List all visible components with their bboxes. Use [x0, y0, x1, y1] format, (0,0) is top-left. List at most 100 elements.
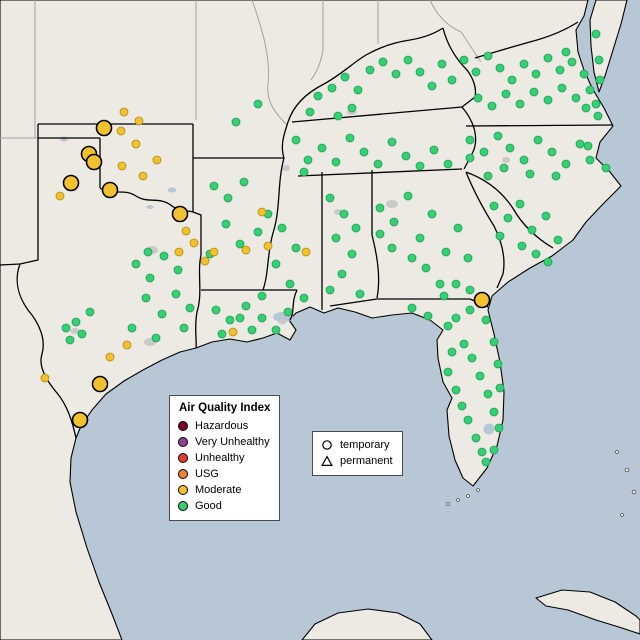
state-borders-gray — [0, 0, 482, 139]
station-good-permanent — [479, 147, 489, 157]
station-good-permanent — [299, 293, 309, 303]
station-moderate-permanent — [209, 247, 219, 257]
station-good-permanent — [159, 251, 169, 261]
station-good-permanent — [209, 181, 219, 191]
station-moderate-temporary-temporary — [171, 205, 189, 223]
station-good-permanent — [439, 291, 449, 301]
station-good-permanent — [127, 323, 137, 333]
station-good-permanent — [347, 103, 357, 113]
station-good-permanent — [579, 69, 589, 79]
station-good-permanent — [443, 321, 453, 331]
station-good-permanent — [231, 117, 241, 127]
station-good-permanent — [331, 157, 341, 167]
station-good-permanent — [465, 285, 475, 295]
station-good-permanent — [85, 307, 95, 317]
aqi-legend-label: Moderate — [195, 484, 242, 496]
station-good-permanent — [373, 159, 383, 169]
station-good-permanent — [471, 433, 481, 443]
station-good-permanent — [253, 227, 263, 237]
station-good-permanent — [151, 333, 161, 343]
station-good-permanent — [471, 67, 481, 77]
station-good-permanent — [515, 99, 525, 109]
good-swatch-icon — [178, 501, 188, 511]
station-moderate-temporary-temporary — [101, 181, 119, 199]
station-good-permanent — [211, 305, 221, 315]
station-good-permanent — [591, 29, 601, 39]
station-good-permanent — [271, 325, 281, 335]
station-good-permanent — [473, 93, 483, 103]
station-good-permanent — [447, 347, 457, 357]
station-moderate-permanent — [40, 373, 50, 383]
station-good-permanent — [347, 249, 357, 259]
delmarva-peninsula — [589, 0, 628, 93]
station-good-permanent — [501, 89, 511, 99]
station-moderate-permanent — [134, 116, 144, 126]
station-good-permanent — [389, 217, 399, 227]
station-good-permanent — [247, 325, 257, 335]
station-good-permanent — [489, 201, 499, 211]
aqi-legend-label: Good — [195, 500, 222, 512]
station-good-permanent — [495, 63, 505, 73]
station-good-permanent — [257, 313, 267, 323]
station-good-permanent — [407, 253, 417, 263]
station-good-permanent — [567, 57, 577, 67]
station-good-permanent — [593, 111, 603, 121]
unhealthy-swatch-icon — [178, 453, 188, 463]
station-good-permanent — [291, 243, 301, 253]
station-good-permanent — [457, 401, 467, 411]
station-good-permanent — [141, 293, 151, 303]
station-good-permanent — [235, 239, 245, 249]
station-good-permanent — [345, 133, 355, 143]
station-good-permanent — [351, 223, 361, 233]
station-good-permanent — [495, 383, 505, 393]
station-good-permanent — [543, 95, 553, 105]
aqi-legend-item-usg: USG — [178, 466, 270, 482]
station-good-permanent — [223, 193, 233, 203]
station-good-permanent — [277, 223, 287, 233]
station-good-permanent — [601, 163, 611, 173]
aqi-legend-label: USG — [195, 468, 219, 480]
station-good-permanent — [481, 457, 491, 467]
station-good-permanent — [551, 171, 561, 181]
station-good-permanent — [494, 423, 504, 433]
station-good-permanent — [291, 135, 301, 145]
station-moderate-temporary-temporary — [95, 119, 113, 137]
station-moderate-permanent — [116, 126, 126, 136]
station-good-permanent — [415, 67, 425, 77]
type-legend-label: temporary — [340, 439, 390, 451]
station-good-permanent — [525, 169, 535, 179]
station-good-permanent — [465, 153, 475, 163]
station-good-permanent — [451, 279, 461, 289]
station-good-permanent — [403, 191, 413, 201]
station-good-permanent — [403, 55, 413, 65]
station-moderate-temporary-temporary — [91, 375, 109, 393]
type-legend-item-permanent: permanent — [321, 453, 393, 469]
station-good-permanent — [541, 211, 551, 221]
station-good-permanent — [61, 323, 71, 333]
station-good-permanent — [543, 53, 553, 63]
usg-swatch-icon — [178, 469, 188, 479]
aqi-legend: Air Quality Index Hazardous Very Unhealth… — [169, 395, 281, 521]
station-moderate-permanent — [263, 241, 273, 251]
aqi-legend-items: Hazardous Very Unhealthy Unhealthy USG Moder… — [178, 418, 270, 514]
station-moderate-permanent — [152, 155, 162, 165]
station-good-permanent — [359, 147, 369, 157]
station-good-permanent — [77, 329, 87, 339]
station-good-permanent — [429, 145, 439, 155]
station-good-permanent — [157, 309, 167, 319]
station-good-permanent — [519, 155, 529, 165]
station-good-permanent — [465, 135, 475, 145]
station-good-permanent — [463, 253, 473, 263]
station-good-permanent — [475, 371, 485, 381]
station-good-permanent — [375, 229, 385, 239]
station-good-permanent — [415, 233, 425, 243]
station-good-permanent — [253, 99, 263, 109]
marker-triangle-icon — [321, 455, 333, 467]
station-good-permanent — [571, 93, 581, 103]
station-good-permanent — [529, 87, 539, 97]
station-moderate-permanent — [105, 352, 115, 362]
station-type-legend: temporary permanent — [312, 431, 403, 476]
marker-circle-icon — [321, 439, 333, 451]
station-good-permanent — [339, 209, 349, 219]
station-moderate-permanent — [228, 327, 238, 337]
